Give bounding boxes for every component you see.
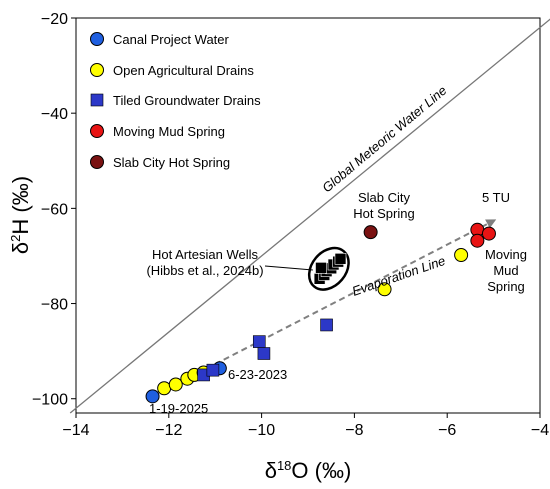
y-tick-label: −20 xyxy=(41,11,68,28)
legend-label-tiled-drains: Tiled Groundwater Drains xyxy=(113,93,261,108)
tiled-drain-point xyxy=(206,363,220,377)
y-tick-label: −100 xyxy=(32,392,68,409)
open-drain-point xyxy=(157,381,172,396)
tiled-drain-point xyxy=(320,318,333,332)
hot-artesian-wells-label-line1: Hot Artesian Wells xyxy=(152,247,258,262)
moving-mud-point xyxy=(481,226,496,241)
x-tick-label: −12 xyxy=(155,422,182,439)
legend-marker-canal xyxy=(90,32,104,46)
x-axis-title: δ18O (‰) xyxy=(265,458,352,483)
x-tick-label: −6 xyxy=(438,422,456,439)
tiled-drain-point xyxy=(252,335,266,348)
date-label-2025: 1-19-2025 xyxy=(149,401,208,416)
gmwl-line xyxy=(69,18,550,414)
ticks-layer: −14 −12 −10 −8 −6 −4 −100 −80 −60 −40 −20 xyxy=(32,11,549,439)
slab-city-label-line2: Hot Spring xyxy=(353,206,414,221)
hot-artesian-wells-leader xyxy=(264,265,313,271)
open-drain-point xyxy=(377,282,392,297)
x-tick-label: −4 xyxy=(531,422,549,439)
y-tick-label: −40 xyxy=(41,106,68,123)
x-tick-label: −14 xyxy=(62,422,89,439)
legend-label-slab-city: Slab City Hot Spring xyxy=(113,155,230,170)
hot-artesian-wells-label-line2: (Hibbs et al., 2024b) xyxy=(146,263,263,278)
open-drain-point xyxy=(454,248,469,262)
legend-marker-moving-mud xyxy=(90,124,104,138)
y-axis-title: δ2H (‰) xyxy=(8,176,33,254)
points-layer xyxy=(145,222,496,404)
y-tick-label: −60 xyxy=(41,201,68,218)
legend-marker-tiled-drains xyxy=(90,93,104,107)
legend-label-moving-mud: Moving Mud Spring xyxy=(113,124,225,139)
open-drain-point xyxy=(168,377,183,392)
slab-city-label-line1: Slab City xyxy=(358,190,411,205)
plot-frame xyxy=(75,17,541,414)
legend-marker-slab-city xyxy=(90,155,104,169)
y-tick-label: −80 xyxy=(41,297,68,314)
legend-label-open-drains: Open Agricultural Drains xyxy=(113,63,254,78)
canal-water-point xyxy=(145,389,160,404)
moving-mud-point xyxy=(470,233,485,248)
hot-artesian-well-point xyxy=(334,253,347,265)
hot-artesian-well-point xyxy=(315,262,327,274)
legend-marker-open-drains xyxy=(90,63,104,77)
moving-mud-label-line1: Moving xyxy=(485,247,527,262)
x-tick-label: −8 xyxy=(345,422,363,439)
tiled-drain-point xyxy=(257,347,271,360)
legend-label-canal: Canal Project Water xyxy=(113,32,230,47)
slab-city-point xyxy=(363,225,378,240)
evaporation-line-label: Evaporation Line xyxy=(350,253,447,299)
hot-artesian-wells-layer xyxy=(264,246,350,291)
moving-mud-label-line2: Mud xyxy=(493,263,518,278)
moving-mud-label-line3: Spring xyxy=(487,279,525,294)
gmwl-label: Global Meteoric Water Line xyxy=(319,83,449,196)
tu-label: 5 TU xyxy=(482,190,510,205)
date-label-2023: 6-23-2023 xyxy=(228,367,287,382)
x-tick-label: −10 xyxy=(248,422,275,439)
legend: Canal Project Water Open Agricultural Dr… xyxy=(90,32,261,170)
